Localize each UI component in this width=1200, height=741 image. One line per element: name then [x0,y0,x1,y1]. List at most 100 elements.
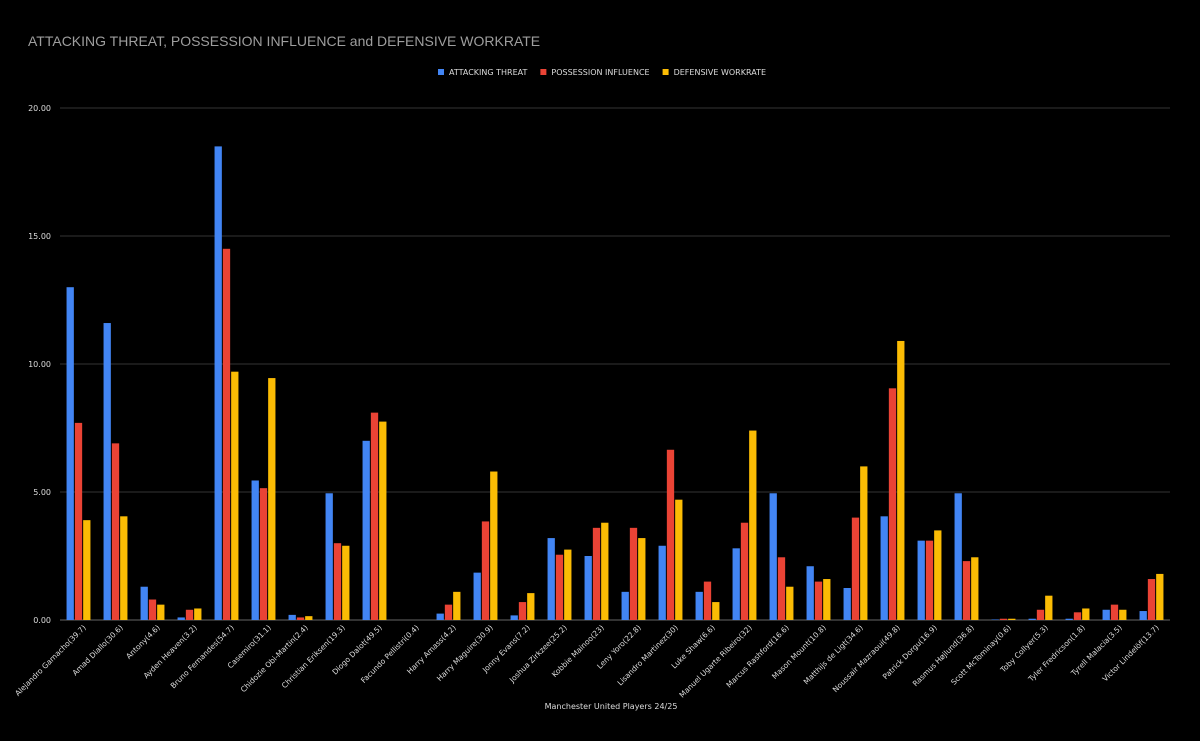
bar-attacking-threat [214,146,222,620]
y-tick-label: 20.00 [28,104,51,113]
bar-possession-influence [555,554,564,620]
legend-swatch [662,69,669,75]
legend-label: ATTACKING THREAT [449,68,527,77]
x-tick-label: Lisandro Martinez(30) [616,623,680,687]
bar-defensive-workrate [897,340,905,620]
bar-defensive-workrate [934,530,942,620]
bar-possession-influence [370,412,379,620]
bar-defensive-workrate [601,522,609,620]
bar-defensive-workrate [305,616,313,620]
x-axis-title: Manchester United Players 24/25 [545,702,678,711]
x-axis-labels: Alejandro Garnacho(39.7)Amad Diallo(30.6… [13,623,1161,700]
x-tick-label: Bruno Fernandes(54.7) [169,623,236,690]
bar-defensive-workrate [490,471,498,620]
bar-defensive-workrate [527,593,535,620]
bar-defensive-workrate [453,591,461,620]
chart-title: ATTACKING THREAT, POSSESSION INFLUENCE a… [28,33,541,49]
bar-defensive-workrate [1156,573,1164,620]
bar-attacking-threat [177,617,185,620]
bar-defensive-workrate [1008,618,1016,620]
bar-attacking-threat [473,572,481,620]
bar-defensive-workrate [712,602,720,620]
bar-defensive-workrate [675,499,683,620]
bar-attacking-threat [658,545,666,620]
x-tick-label: Chidozie Obi-Martin(2.4) [239,623,310,694]
bar-attacking-threat [732,548,740,620]
bar-possession-influence [592,527,601,620]
bar-possession-influence [1073,612,1082,620]
legend: ATTACKING THREAT POSSESSION INFLUENCE DEFE… [438,68,766,77]
bar-attacking-threat [843,588,851,620]
y-axis-ticks: 0.00 5.00 10.00 15.00 20.00 [28,104,51,625]
bar-attacking-threat [806,566,814,620]
bar-attacking-threat [695,591,703,620]
bar-attacking-threat [584,556,592,620]
bar-attacking-threat [362,440,370,620]
bar-attacking-threat [991,619,999,620]
bar-attacking-threat [325,493,333,620]
bar-attacking-threat [880,516,888,620]
bar-attacking-threat [954,493,962,620]
legend-swatch [438,69,444,75]
x-tick-label: Marcus Rashford(16.6) [724,623,790,689]
bar-possession-influence [481,521,490,620]
bar-possession-influence [74,422,83,620]
bar-attacking-threat [436,613,444,620]
bar-possession-influence [740,522,749,620]
bar-possession-influence [999,618,1008,620]
y-tick-label: 15.00 [28,232,51,241]
bar-defensive-workrate [268,378,276,620]
bar-possession-influence [888,388,897,620]
bar-possession-influence [666,449,675,620]
bar-possession-influence [629,527,638,620]
bar-defensive-workrate [83,520,91,620]
bar-attacking-threat [1139,611,1147,620]
bar-defensive-workrate [342,545,350,620]
bar-possession-influence [296,617,305,620]
bar-attacking-threat [288,614,296,620]
bar-possession-influence [925,540,934,620]
bar-possession-influence [185,609,194,620]
bar-possession-influence [777,557,786,620]
bar-defensive-workrate [120,516,128,620]
bar-defensive-workrate [564,549,572,620]
bar-possession-influence [222,248,231,621]
legend-label: POSSESSION INFLUENCE [551,68,649,77]
bar-defensive-workrate [971,557,979,620]
bar-defensive-workrate [1082,608,1090,620]
bar-defensive-workrate [157,604,165,620]
legend-label: DEFENSIVE WORKRATE [674,68,766,77]
bar-possession-influence [1036,609,1045,620]
bar-possession-influence [518,602,527,620]
bar-attacking-threat [1028,618,1036,620]
bar-possession-influence [148,599,157,620]
y-tick-label: 10.00 [28,360,51,369]
bar-attacking-threat [251,480,259,620]
x-tick-label: Alejandro Garnacho(39.7) [13,623,88,698]
x-tick-label: Noussair Mazraoui(49.8) [831,623,902,694]
bar-possession-influence [1147,579,1156,620]
y-tick-label: 0.00 [33,616,51,625]
x-tick-label: Manuel Ugarte Ribeiro(32) [677,623,754,700]
bar-possession-influence [444,604,453,620]
bar-possession-influence [851,517,860,620]
bar-possession-influence [111,443,120,620]
gridlines [60,107,1170,621]
bar-defensive-workrate [231,371,239,620]
bar-attacking-threat [1065,618,1073,620]
bar-defensive-workrate [194,608,202,620]
bar-attacking-threat [510,615,518,620]
bar-attacking-threat [769,493,777,620]
y-tick-label: 5.00 [33,488,51,497]
bar-possession-influence [1110,604,1119,620]
bars [66,146,1164,621]
bar-defensive-workrate [749,430,757,620]
bar-defensive-workrate [1045,595,1053,620]
bar-attacking-threat [917,540,925,620]
x-tick-label: Antony(4.6) [124,623,162,661]
bar-defensive-workrate [638,538,646,620]
bar-attacking-threat [140,586,148,620]
bar-defensive-workrate [1119,609,1127,620]
bar-attacking-threat [547,538,555,620]
